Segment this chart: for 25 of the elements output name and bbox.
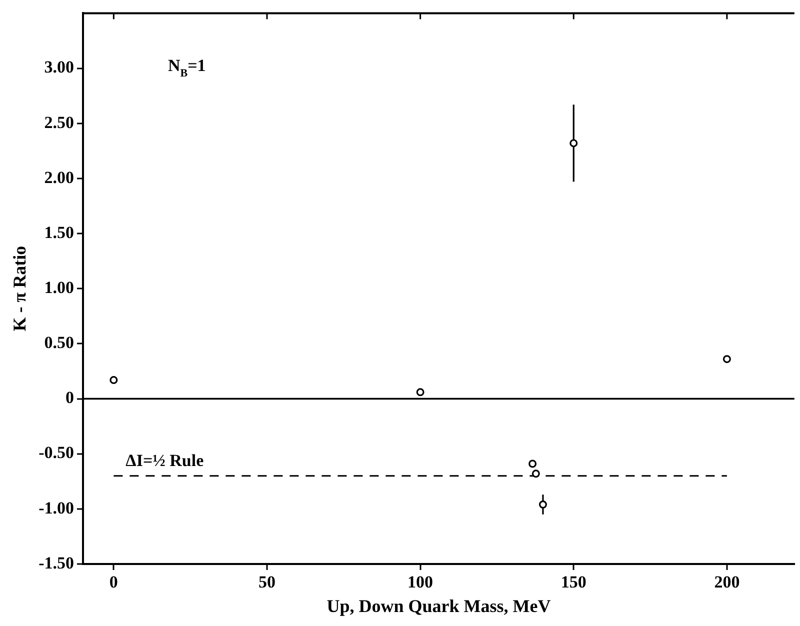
point — [416, 388, 424, 396]
x-tick-label: 150 — [560, 572, 586, 592]
point — [110, 376, 118, 384]
point — [538, 500, 547, 509]
y-tick-label: 0.50 — [44, 333, 74, 352]
series-label: ΔI=½ Rule — [126, 450, 204, 470]
x-tick-label: 200 — [714, 572, 740, 592]
point — [528, 460, 537, 468]
x-tick-label: 50 — [258, 572, 276, 592]
y-tick-label: 1.50 — [44, 222, 74, 242]
y-tick-label: 3.00 — [44, 58, 74, 77]
x-tick-label: 100 — [408, 572, 434, 592]
y-tick-label: 1.00 — [44, 278, 74, 297]
x-axis-title: Up, Down Quark Mass, MeV — [326, 596, 551, 616]
y-tick-label: 2.50 — [44, 112, 74, 132]
y-tick-label: 2.00 — [44, 168, 74, 187]
x-tick-label: 0 — [109, 572, 118, 592]
point — [532, 470, 540, 478]
point — [722, 355, 731, 364]
y-tick-label: 0 — [66, 388, 74, 408]
y-tick-label: -1.50 — [38, 553, 74, 572]
y-tick-label: -0.50 — [38, 443, 74, 462]
y-axis-title: K - π Ratio — [9, 246, 30, 332]
y-tick-label: -1.00 — [38, 498, 74, 518]
point — [570, 139, 578, 148]
